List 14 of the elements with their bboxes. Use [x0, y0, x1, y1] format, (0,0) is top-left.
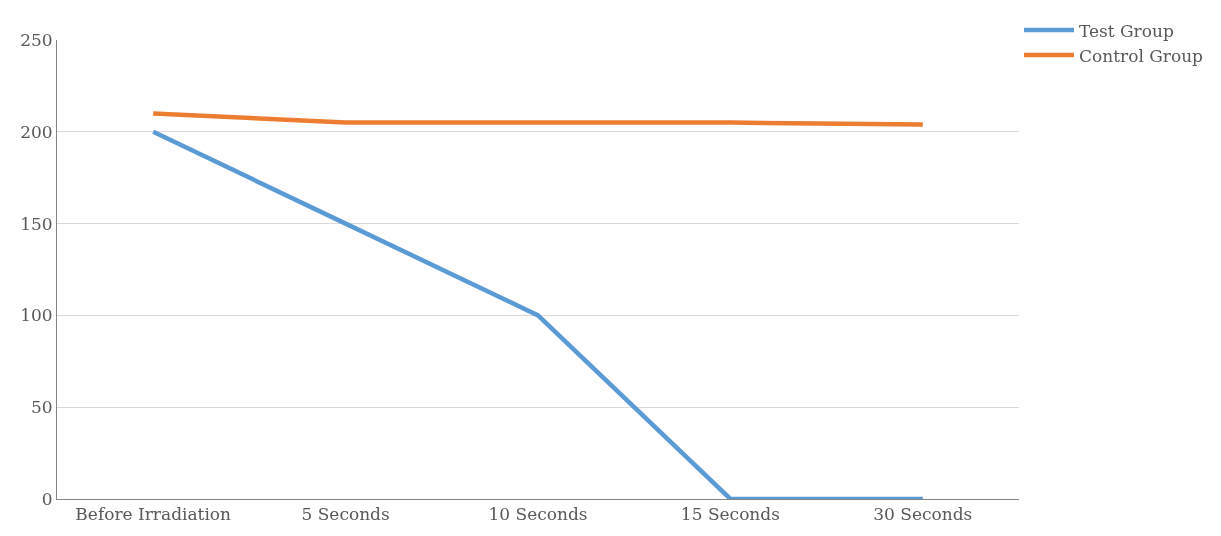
y-tick-label: 150 [20, 213, 53, 234]
y-tick-label: 200 [20, 121, 53, 142]
legend-label: Control Group [1079, 45, 1204, 66]
x-tick-label: 10 Seconds [488, 504, 588, 525]
x-tick-label: 15 Seconds [680, 504, 780, 525]
x-tick-label: 5 Seconds [301, 504, 390, 525]
x-tick-label: Before Irradiation [75, 504, 232, 525]
legend-label: Test Group [1079, 20, 1174, 41]
y-tick-label: 50 [30, 397, 53, 418]
x-tick-label: 30 Seconds [873, 504, 973, 525]
line-series [150, 129, 926, 499]
y-tick-label: 0 [41, 488, 53, 509]
y-tick-label: 100 [20, 305, 53, 326]
y-tick-label: 250 [20, 29, 53, 50]
